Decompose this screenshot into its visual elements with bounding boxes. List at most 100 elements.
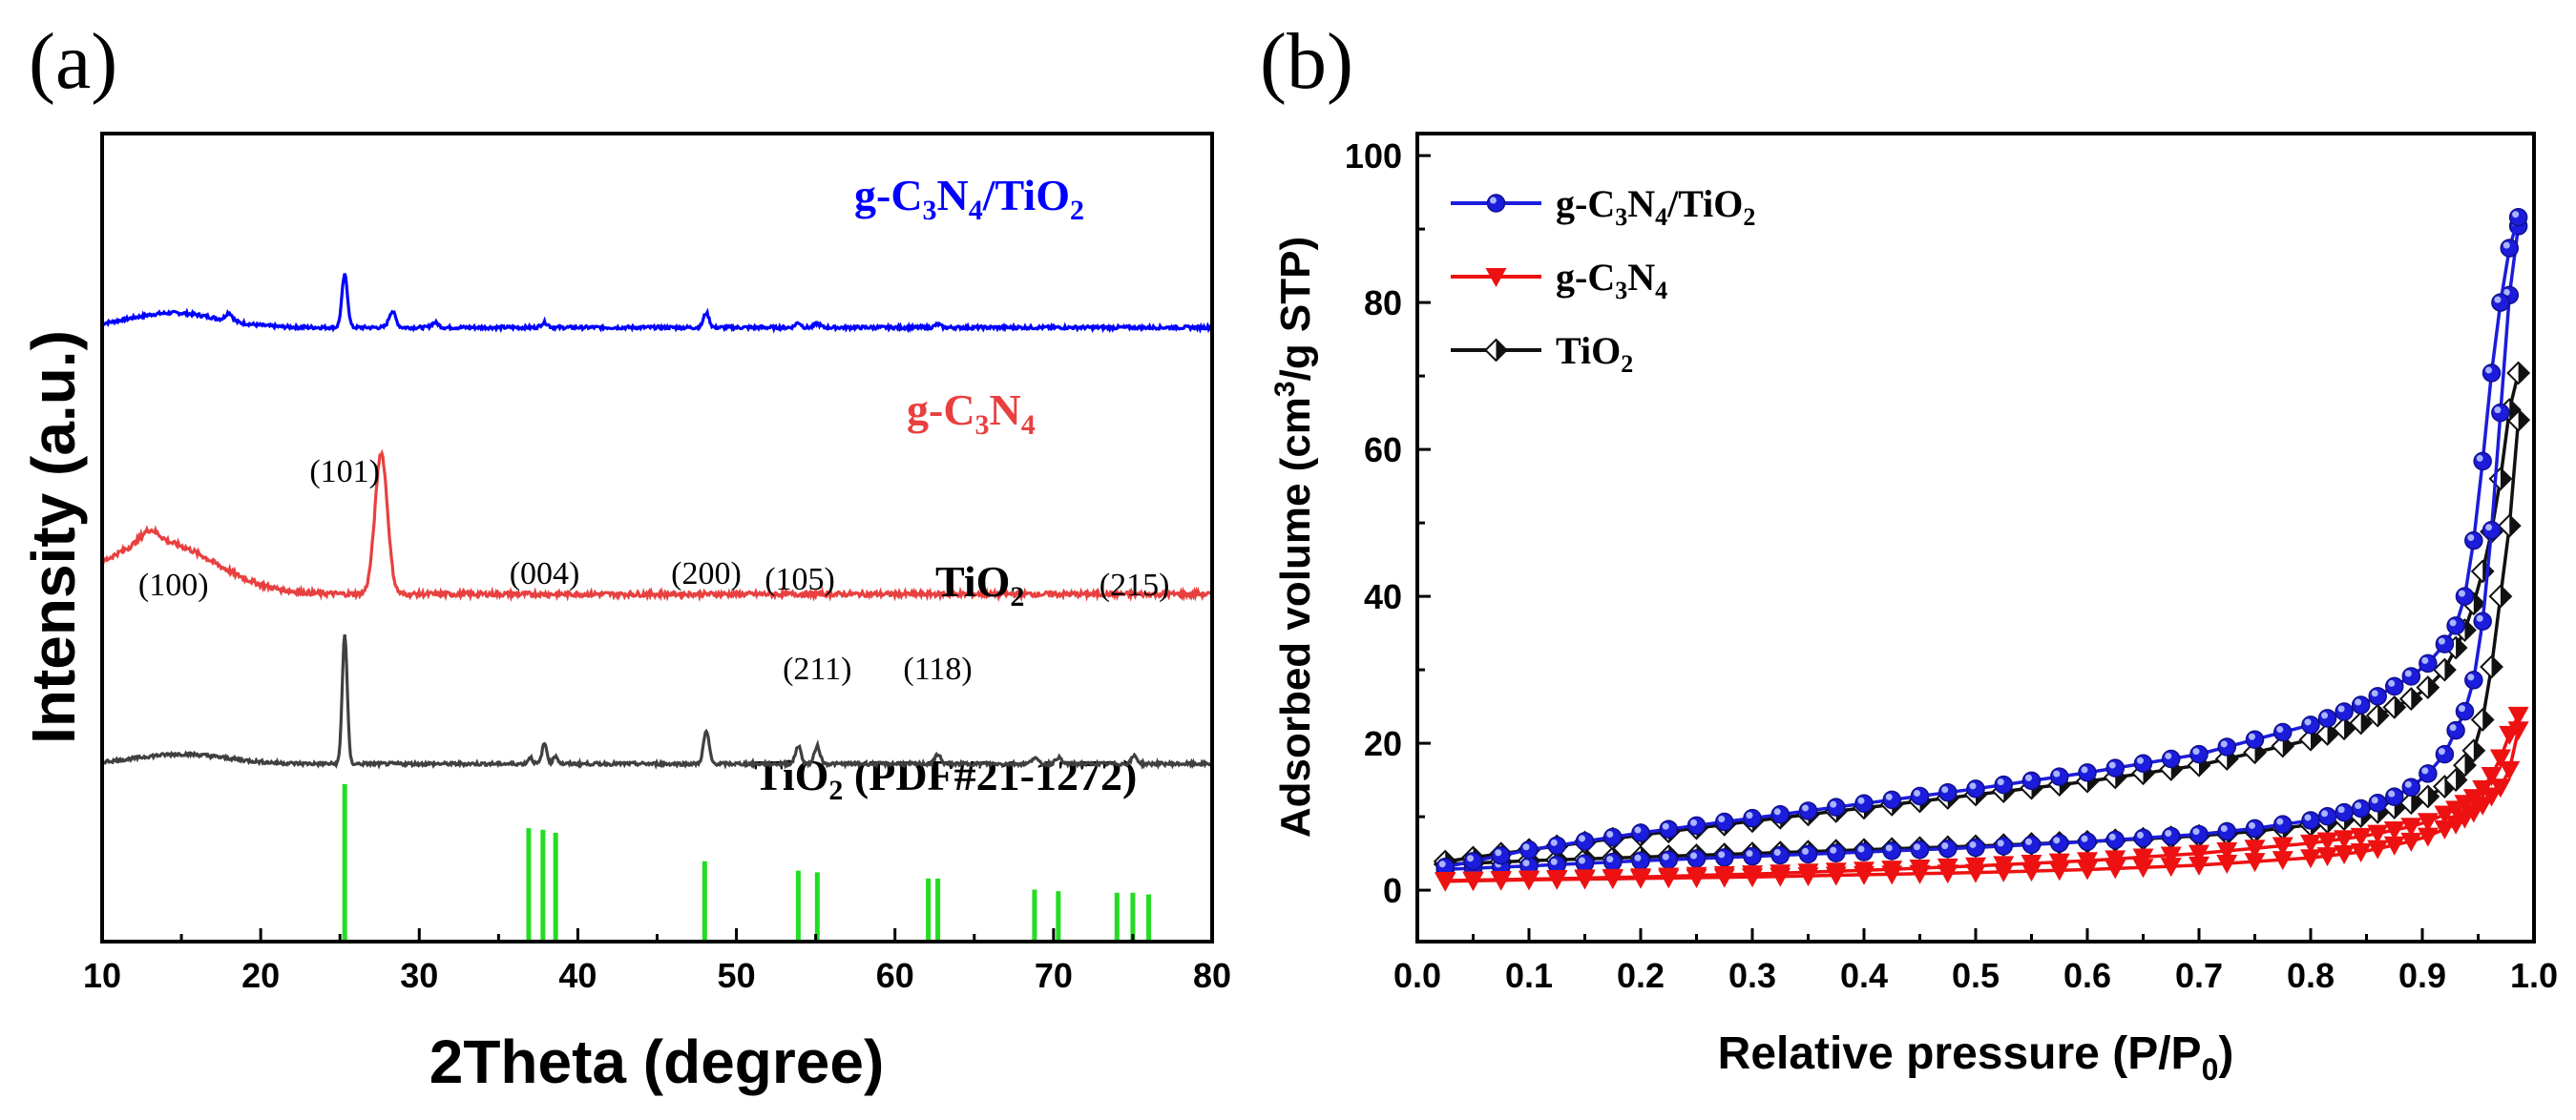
peak-label: (200) (671, 556, 742, 591)
panel-a-x-tick-label: 60 (876, 956, 914, 995)
isotherm-point (2489, 778, 2511, 799)
peak-label: (211) (783, 652, 851, 687)
isotherm-point (1966, 779, 1985, 799)
isotherm-point (1994, 775, 2013, 795)
isotherm-point (2350, 827, 2372, 847)
isotherm-point (2244, 840, 2266, 860)
panel-b-y-axis-title: Adsorbed volume (cm3/g STP) (1269, 237, 1319, 838)
series-label-gc3n4: g-C3N4 (907, 385, 1036, 441)
isotherm-point (2481, 766, 2503, 786)
legend-label: g-C3N4/TiO2 (1556, 182, 1755, 231)
panel-a-x-tick-label: 80 (1193, 956, 1231, 995)
isotherm-point (2350, 842, 2372, 862)
isotherm-point (1715, 812, 1734, 832)
panel-b-x-tick-label: 0.1 (1505, 956, 1553, 995)
panel-b-legend: g-C3N4/TiO2 g-C3N4 TiO2 (1451, 182, 1755, 378)
isotherm-point (2400, 832, 2422, 852)
peak-labels: (101) (100) (004) (200) (105) (215) (211) (118) (138, 454, 1169, 687)
isotherm-point (2189, 824, 2209, 844)
isotherm-point (2021, 771, 2042, 791)
panel-b-y-tick-label: 80 (1364, 283, 1402, 322)
isotherm-point (2105, 830, 2125, 850)
xrd-trace (101, 448, 1213, 603)
isotherm-point (1854, 794, 1874, 813)
isotherm-point (1882, 790, 1901, 810)
isotherm-point (1518, 870, 1539, 890)
isotherm-point (2367, 840, 2389, 860)
panel-a-x-tick-label: 20 (241, 956, 280, 995)
panel-a-x-tick-label: 70 (1035, 956, 1073, 995)
isotherm-point (2401, 778, 2421, 798)
isotherm-point (1853, 861, 1874, 881)
isotherm-point (2245, 819, 2265, 839)
isotherm-point (2367, 824, 2389, 844)
panel-b-y-tick-label: 40 (1364, 577, 1402, 616)
isotherm-series (1433, 208, 2531, 892)
peak-label: (004) (510, 556, 580, 591)
isotherm-point (1575, 854, 1595, 873)
isotherm-point (2432, 657, 2457, 682)
series-label-gc3n4-tio2: g-C3N4/TiO2 (854, 171, 1084, 226)
panel-a-x-axis-title: 2Theta (degree) (429, 1027, 885, 1096)
isotherm-point (1798, 801, 1818, 820)
panel-b-y-tick-label: 60 (1364, 430, 1402, 469)
isotherm-point (1966, 838, 1985, 858)
isotherm-point (2078, 832, 2097, 852)
isotherm-point (2470, 708, 2495, 732)
isotherm-point (2417, 813, 2439, 833)
isotherm-point (1882, 841, 1901, 861)
isotherm-point (2461, 738, 2486, 763)
isotherm-point (1937, 858, 1958, 878)
isotherm-point (2133, 828, 2153, 848)
isotherm-point (2021, 854, 2042, 874)
panel-b-y-tick-label: 0 (1383, 871, 1402, 910)
isotherm-point (2382, 695, 2407, 719)
panel-a-x-ticks: 10 20 30 40 50 60 70 80 (83, 928, 1231, 995)
isotherm-point (1770, 805, 1790, 824)
isotherm-point (2189, 844, 2209, 864)
panel-b-y-ticks: 0 20 40 60 80 100 (1345, 136, 1431, 910)
isotherm-point (2488, 584, 2513, 609)
isotherm-point (2462, 789, 2484, 809)
panel-b-x-tick-label: 0.7 (2175, 956, 2223, 995)
isotherm-point (2273, 722, 2293, 742)
isotherm-point (1631, 851, 1650, 871)
isotherm-point (2078, 763, 2097, 782)
isotherm-point (1574, 869, 1596, 889)
isotherm-point (1492, 846, 1511, 865)
isotherm-point (2368, 793, 2387, 813)
isotherm-point (2217, 821, 2236, 841)
isotherm-point (1463, 852, 1483, 871)
isotherm-point (1993, 856, 2015, 876)
isotherm-point (2385, 787, 2404, 806)
panel-b-x-tick-label: 0.5 (1952, 956, 2000, 995)
isotherm-point (1743, 846, 1762, 866)
reference-label: TiO2 (PDF#21-1272) (754, 751, 1137, 806)
xrd-series (101, 273, 1213, 770)
isotherm-point (2419, 764, 2438, 783)
panel-b-x-tick-label: 0.6 (2063, 956, 2111, 995)
legend-marker (1485, 268, 1507, 287)
isotherm-point (1630, 868, 1651, 888)
isotherm-point (2473, 612, 2492, 632)
isotherm-point (2272, 851, 2293, 871)
isotherm-point (2434, 805, 2456, 825)
panel-b-x-tick-label: 0.2 (1617, 956, 1665, 995)
isotherm-point (1602, 868, 1623, 888)
isotherm-point (1686, 816, 1707, 836)
legend-label: TiO2 (1556, 329, 1633, 378)
isotherm-point (1435, 871, 1456, 891)
panel-a-x-tick-label: 30 (400, 956, 438, 995)
isotherm-point (2077, 852, 2098, 872)
isotherm-point (2401, 667, 2421, 686)
isotherm-point (1603, 827, 1623, 847)
isotherm-point (2455, 701, 2475, 721)
panel-a-x-tick-label: 10 (83, 956, 121, 995)
isotherm-point (2300, 849, 2321, 869)
isotherm-point (2419, 653, 2438, 674)
isotherm-point (2446, 616, 2465, 635)
panel-b-x-tick-label: 0.9 (2398, 956, 2446, 995)
isotherm-point (2316, 832, 2338, 852)
isotherm-point (1713, 865, 1735, 885)
isotherm-point (2105, 850, 2126, 870)
